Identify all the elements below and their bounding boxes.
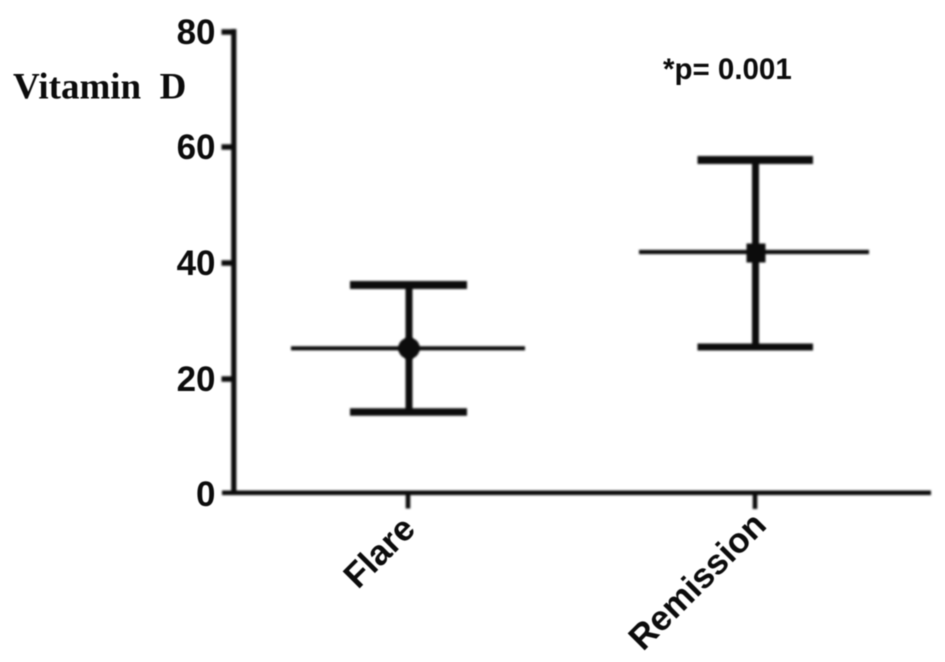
svg-text:80: 80 [177,13,216,52]
svg-text:60: 60 [177,128,216,167]
svg-text:*p= 0.001: *p= 0.001 [663,53,792,86]
svg-text:40: 40 [177,244,216,283]
svg-text:0: 0 [196,475,215,514]
svg-text:20: 20 [177,360,216,399]
svg-text:Vitamin D: Vitamin D [13,67,186,108]
